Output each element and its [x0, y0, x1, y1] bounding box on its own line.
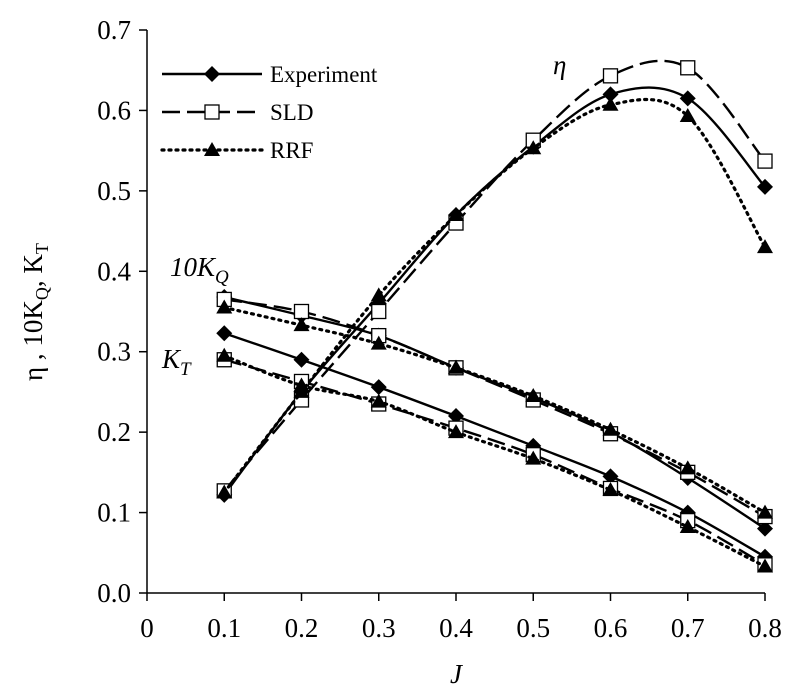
series-line — [223, 59, 766, 492]
curve-label-sub: T — [180, 359, 192, 380]
marker — [448, 408, 464, 425]
marker — [602, 86, 619, 103]
x-tick-label: 0.3 — [362, 613, 396, 643]
marker — [525, 387, 542, 402]
marker — [448, 206, 464, 221]
legend-text: SLD — [270, 100, 313, 125]
marker — [204, 66, 220, 82]
series-line — [223, 295, 766, 530]
y-tick-label: 0.0 — [97, 578, 131, 608]
marker — [448, 424, 464, 439]
curve-label-sub: Q — [215, 267, 229, 288]
marker — [371, 303, 387, 320]
curve-label-main: K — [161, 344, 182, 374]
marker — [525, 450, 542, 465]
x-tick-label: 0 — [140, 613, 154, 643]
y-tick-label: 0.2 — [97, 417, 131, 447]
marker — [370, 287, 387, 302]
marker — [602, 68, 619, 84]
curve-label: η — [553, 50, 566, 80]
curve-label-main: η — [553, 50, 566, 80]
x-tick-label: 0.5 — [516, 613, 550, 643]
curve-label-main: 10K — [170, 252, 217, 282]
marker — [293, 351, 310, 368]
y-label-part: , K — [18, 254, 48, 288]
marker — [679, 90, 696, 107]
marker — [216, 325, 233, 342]
curve-label: 10KQ — [170, 252, 229, 288]
x-tick-label: 0.7 — [671, 613, 705, 643]
legend-text: Experiment — [270, 62, 378, 87]
marker — [602, 421, 619, 436]
marker — [679, 460, 696, 475]
curve-label: KT — [161, 344, 192, 380]
marker — [216, 299, 233, 314]
marker — [216, 347, 233, 362]
marker — [602, 96, 619, 111]
marker — [204, 142, 220, 156]
x-tick-label: 0.6 — [594, 613, 628, 643]
marker — [757, 178, 773, 195]
y-tick-label: 0.5 — [97, 176, 131, 206]
marker — [370, 335, 387, 350]
y-label-part: Q — [32, 287, 52, 300]
y-axis-label: η , 10KQ, KT — [18, 243, 52, 381]
series-line — [222, 305, 767, 515]
y-tick-label: 0.4 — [97, 256, 131, 286]
y-tick-label: 0.1 — [97, 498, 131, 528]
marker — [757, 558, 773, 573]
legend-text: RRF — [270, 138, 313, 163]
marker — [679, 108, 696, 123]
marker — [757, 504, 773, 519]
marker — [216, 484, 233, 499]
marker — [293, 317, 310, 332]
marker — [757, 153, 773, 169]
y-label-part: T — [32, 243, 52, 254]
marker — [448, 359, 464, 374]
y-tick-label: 0.3 — [97, 337, 131, 367]
y-tick-label: 0.6 — [97, 95, 131, 125]
marker — [680, 60, 696, 76]
marker — [679, 519, 696, 534]
y-tick-label: 0.7 — [97, 15, 131, 45]
x-tick-label: 0.4 — [439, 613, 473, 643]
marker — [293, 377, 310, 392]
marker — [602, 468, 619, 485]
x-tick-label: 0.2 — [285, 613, 319, 643]
x-tick-label: 0.1 — [207, 613, 241, 643]
y-label-part: η , 10K — [18, 300, 48, 381]
marker — [293, 303, 310, 320]
marker — [525, 140, 542, 155]
x-tick-label: 0.8 — [748, 613, 782, 643]
marker — [370, 379, 387, 396]
marker — [204, 104, 220, 120]
marker — [370, 393, 387, 408]
series-line — [223, 332, 766, 558]
series-line — [224, 298, 766, 518]
marker — [757, 239, 773, 254]
marker — [602, 482, 619, 497]
series-line — [222, 354, 767, 569]
x-axis-label: J — [450, 659, 464, 684]
marker — [757, 520, 773, 537]
